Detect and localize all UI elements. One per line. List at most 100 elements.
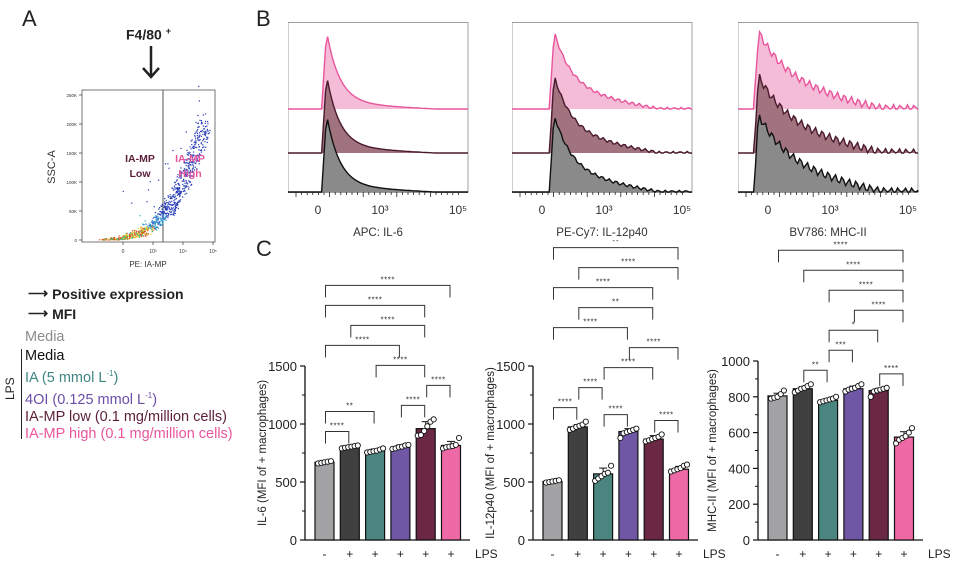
scatter-point bbox=[178, 186, 181, 189]
scatter-point bbox=[116, 238, 119, 240]
scatter-dots bbox=[99, 85, 211, 241]
scatter-point bbox=[124, 236, 126, 238]
scatter-point bbox=[191, 139, 193, 141]
scatter-point bbox=[196, 146, 198, 149]
scatter-point bbox=[177, 174, 179, 176]
y-tick-label: 1500 bbox=[268, 359, 297, 374]
significance-label: **** bbox=[596, 278, 610, 287]
significance-bracket bbox=[853, 309, 904, 323]
scatter-point bbox=[177, 203, 179, 206]
scatter-point bbox=[206, 141, 208, 144]
scatter-point bbox=[179, 195, 181, 198]
scatter-point bbox=[156, 226, 158, 228]
scatter-point bbox=[184, 172, 186, 174]
scatter-point bbox=[179, 199, 182, 201]
significance-label: **** bbox=[659, 410, 673, 419]
significance-bracket bbox=[578, 307, 654, 320]
scatter-point bbox=[182, 188, 184, 190]
scatter-point bbox=[187, 165, 189, 167]
histogram-xtick-label: 0 bbox=[539, 203, 546, 217]
arrow-positive-expression: ⟶ Positive expression bbox=[28, 285, 184, 302]
histogram-ia-mp-high-line bbox=[512, 33, 692, 110]
scatter-point bbox=[157, 223, 160, 226]
scatter-point bbox=[200, 142, 203, 144]
gate-high-line1: IA-MP bbox=[175, 153, 205, 165]
scatter-point bbox=[192, 171, 194, 174]
scatter-point bbox=[169, 194, 171, 196]
scatter-point bbox=[176, 188, 178, 191]
scatter-point bbox=[193, 147, 195, 149]
scatter-point bbox=[156, 216, 158, 219]
x-tick-label: + bbox=[422, 547, 429, 561]
scatter-point bbox=[195, 131, 197, 133]
scatter-point bbox=[145, 223, 147, 225]
scatter-xtick-label: 0 bbox=[122, 249, 125, 255]
scatter-point bbox=[187, 188, 190, 190]
legend-item: IA-MP low (0.1 mg/million cells) bbox=[25, 409, 233, 426]
x-tick-label: + bbox=[875, 547, 882, 561]
significance-label: **** bbox=[646, 338, 660, 347]
significance-label: **** bbox=[368, 295, 382, 304]
bar bbox=[415, 428, 436, 541]
scatter-point bbox=[167, 217, 169, 219]
scatter-point bbox=[157, 213, 159, 215]
scatter-point bbox=[192, 167, 194, 169]
significance-label: **** bbox=[871, 300, 885, 309]
scatter-point bbox=[143, 232, 145, 234]
scatter-point bbox=[186, 159, 188, 162]
histogram-media-fill bbox=[288, 119, 468, 192]
histogram-panel: 0 10³ 10⁵ APC: IL-6 bbox=[288, 22, 469, 239]
histogram-media-line bbox=[738, 114, 919, 194]
significance-bracket bbox=[828, 289, 904, 303]
scatter-point bbox=[175, 183, 177, 186]
scatter-ytick-label: 100K bbox=[66, 180, 77, 185]
y-tick-label: 500 bbox=[275, 475, 297, 490]
scatter-point bbox=[196, 158, 198, 161]
y-tick-label: 200 bbox=[728, 497, 750, 512]
scatter-point bbox=[172, 209, 174, 212]
scatter-point bbox=[181, 196, 184, 198]
legend-item-label: 4OI (0.125 mmol L bbox=[25, 391, 146, 408]
scatter-point bbox=[115, 238, 117, 240]
histogram-xlabel: PE-Cy7: IL-12p40 bbox=[556, 227, 647, 239]
scatter-point bbox=[172, 189, 175, 191]
scatter-point bbox=[122, 235, 124, 237]
histogram-media-fill bbox=[512, 118, 692, 192]
scatter-point bbox=[200, 120, 203, 122]
y-tick-label: 0 bbox=[518, 533, 525, 548]
histogram-ia-mp-high-line bbox=[738, 29, 919, 111]
legend-items: Media IA (5 mmol L-1) 4OI (0.125 mmol L-1)… bbox=[25, 348, 233, 443]
panel-label-a: A bbox=[22, 6, 37, 31]
scatter-point bbox=[196, 168, 198, 170]
histogram-xtick-label: 10⁵ bbox=[899, 203, 917, 217]
scatter-point bbox=[129, 232, 131, 235]
scatter-point bbox=[187, 172, 189, 174]
scatter-point bbox=[153, 222, 156, 224]
scatter-point bbox=[149, 223, 152, 226]
scatter-point bbox=[194, 135, 196, 137]
scatter-point bbox=[177, 207, 179, 210]
scatter-point bbox=[179, 192, 182, 195]
scatter-point bbox=[180, 171, 182, 173]
significance-label: ** bbox=[612, 240, 619, 247]
data-point bbox=[858, 381, 865, 388]
scatter-point bbox=[195, 142, 197, 144]
scatter-point bbox=[197, 122, 199, 124]
legend-item: IA (5 mmol L-1) bbox=[25, 365, 233, 387]
scatter-point bbox=[195, 143, 197, 145]
scatter-point bbox=[190, 154, 193, 156]
scatter-point bbox=[179, 190, 182, 193]
scatter-point bbox=[152, 229, 154, 231]
scatter-point bbox=[206, 120, 209, 123]
scatter-point bbox=[165, 205, 167, 207]
x-tick-label: + bbox=[650, 547, 657, 561]
y-tick-label: 0 bbox=[743, 533, 750, 548]
scatter-point bbox=[189, 151, 191, 153]
scatter-point bbox=[159, 223, 161, 225]
scatter-point bbox=[197, 136, 199, 138]
scatter-point bbox=[170, 208, 172, 211]
scatter-point bbox=[160, 210, 162, 213]
scatter-point bbox=[149, 181, 151, 183]
scatter-point bbox=[122, 190, 125, 193]
